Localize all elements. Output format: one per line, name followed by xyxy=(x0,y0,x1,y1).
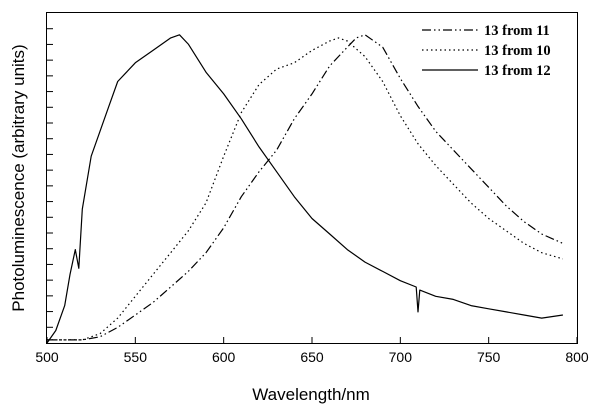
x-axis-title: Wavelength/nm xyxy=(252,385,369,404)
legend-label-13-from-10: 13 from 10 xyxy=(484,43,551,59)
x-tick-label: 750 xyxy=(477,349,501,365)
series-line-13-from-10 xyxy=(47,37,564,341)
legend-label-13-from-11: 13 from 11 xyxy=(484,23,550,39)
y-axis-ticks xyxy=(47,28,53,328)
x-tick-label: 600 xyxy=(212,349,236,365)
series-line-13-from-12 xyxy=(46,34,563,344)
x-tick-label: 500 xyxy=(35,349,59,365)
plot-frame xyxy=(46,12,578,344)
legend: 13 from 11 13 from 10 13 from 12 xyxy=(422,23,551,79)
x-tick-label: 800 xyxy=(565,349,589,365)
x-tick-label: 550 xyxy=(124,349,148,365)
legend-label-13-from-12: 13 from 12 xyxy=(484,63,551,79)
series-line-13-from-11 xyxy=(47,34,564,341)
x-tick-label: 650 xyxy=(300,349,324,365)
y-axis-title: Photoluminescence (arbitrary units) xyxy=(9,44,28,311)
x-axis-ticks xyxy=(46,337,578,343)
x-tick-label: 700 xyxy=(389,349,413,365)
series-lines xyxy=(46,34,564,344)
x-axis-tick-labels: 500 550 600 650 700 750 800 xyxy=(35,349,589,365)
